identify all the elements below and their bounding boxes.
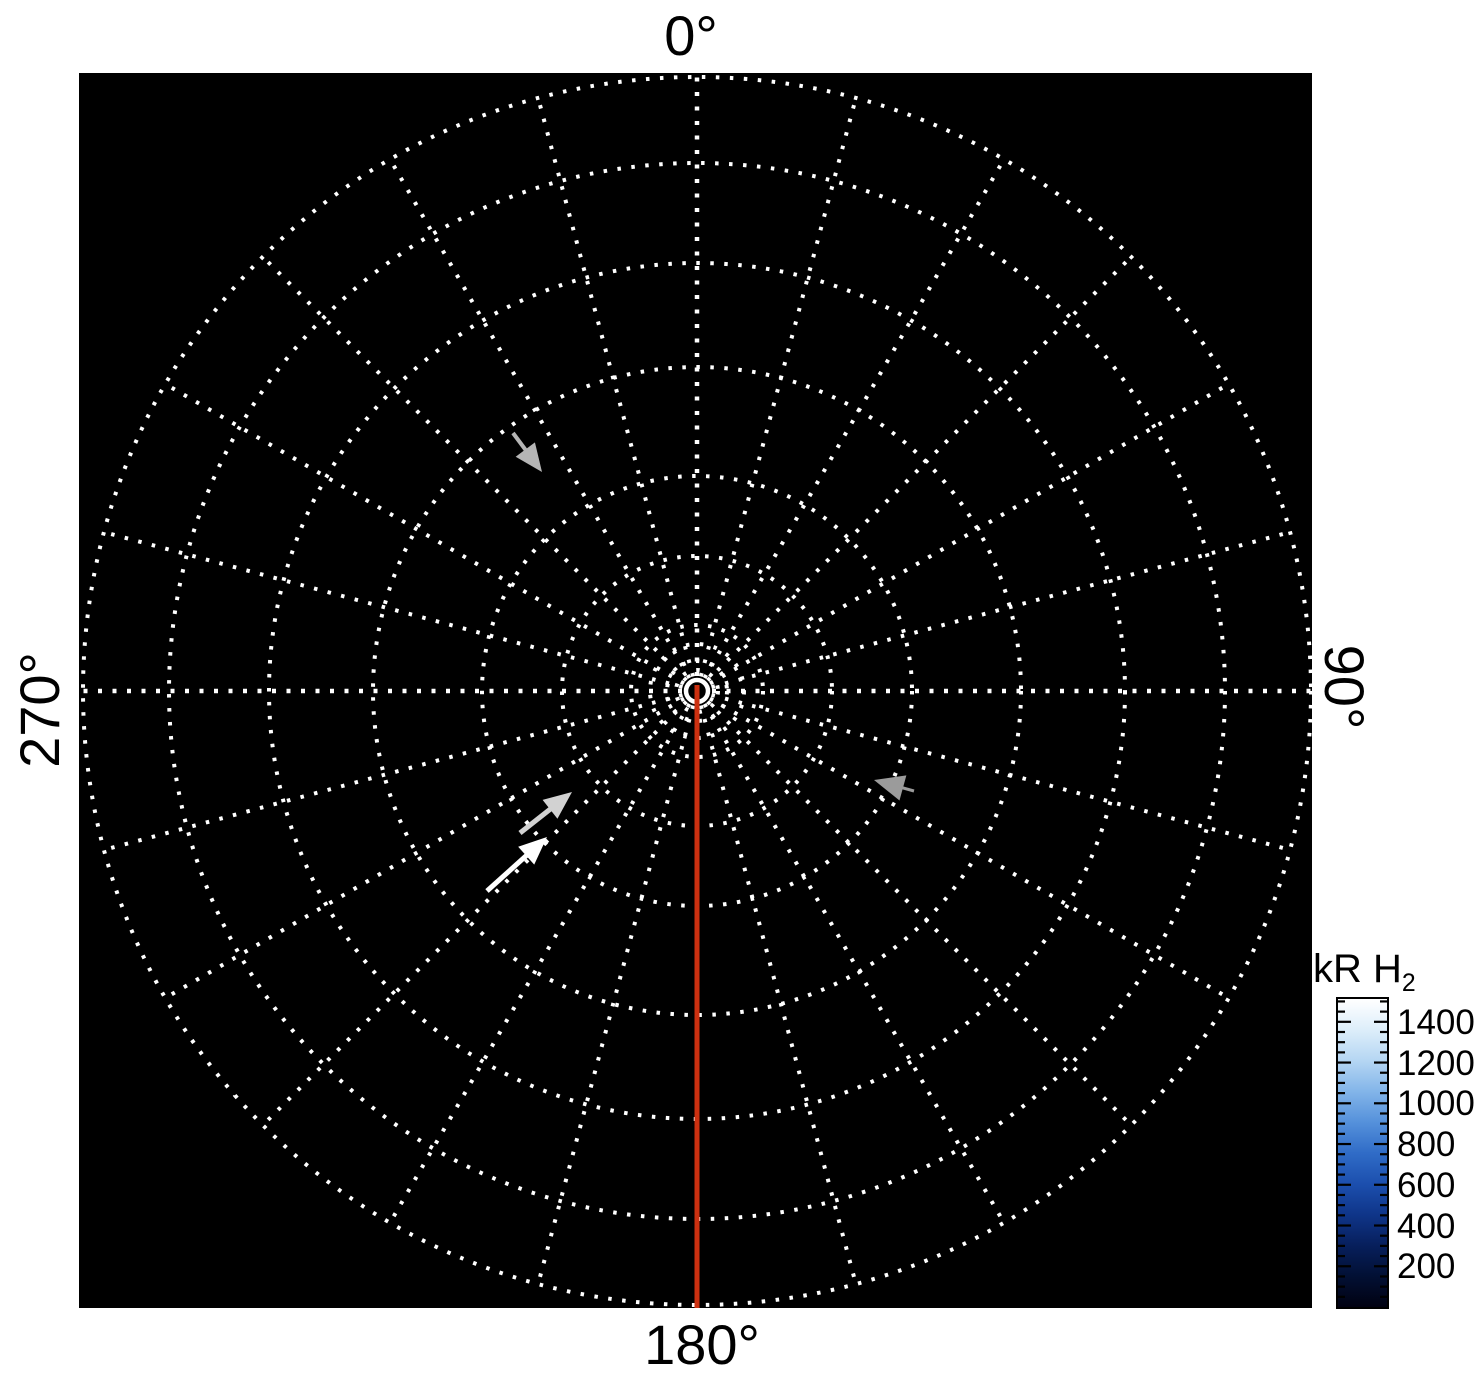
colorbar-tick-label: 1400 xyxy=(1397,1002,1475,1042)
colorbar-tick-label: 800 xyxy=(1397,1125,1456,1165)
colorbar-tick-label: 400 xyxy=(1397,1206,1456,1246)
colorbar-ticks xyxy=(1338,1000,1387,1298)
polar-plot xyxy=(79,73,1312,1308)
angle-label-90: 90° xyxy=(1313,644,1376,730)
colorbar-tick-label: 1000 xyxy=(1397,1084,1475,1124)
colorbar-tick-label: 200 xyxy=(1397,1247,1456,1287)
polar-grid-canvas xyxy=(79,73,1312,1308)
colorbar-title-main: kR H xyxy=(1313,947,1402,991)
arrow-right-gray xyxy=(874,775,915,801)
angle-label-180: 180° xyxy=(644,1313,760,1376)
arrow-mid-lightgray xyxy=(518,792,572,835)
arrow-lower-white xyxy=(485,837,547,893)
colorbar-title-sub: 2 xyxy=(1401,970,1416,997)
angle-label-0: 0° xyxy=(664,4,718,67)
colorbar-title: kR H2 xyxy=(1313,948,1481,1005)
colorbar-tick-label: 1200 xyxy=(1397,1043,1475,1083)
colorbar xyxy=(1336,997,1389,1309)
colorbar-gradient xyxy=(1338,999,1387,1307)
colorbar-tick-label: 600 xyxy=(1397,1165,1456,1205)
arrow-upper-left-gray xyxy=(511,431,542,472)
angle-label-270: 270° xyxy=(8,652,71,768)
